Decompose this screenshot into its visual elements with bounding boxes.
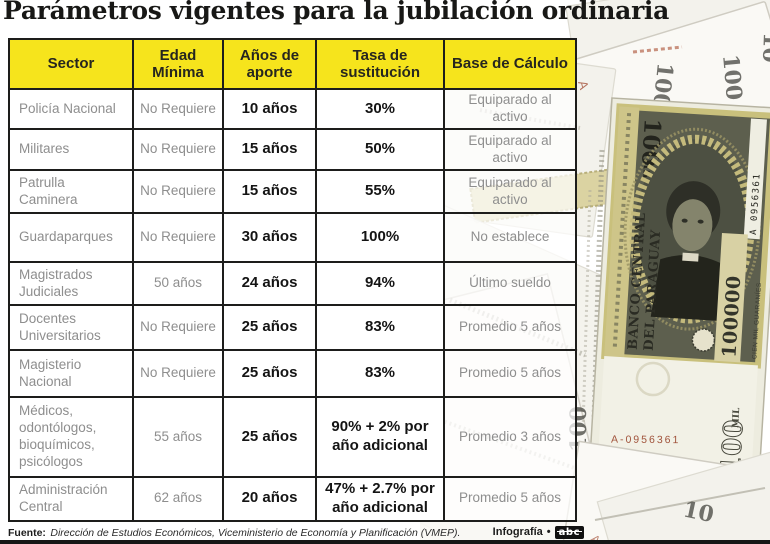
cell-tasa: 83% — [315, 349, 445, 398]
cell-sector: Administración Central — [8, 476, 134, 522]
cell-base-calculo: Promedio 5 años — [443, 304, 577, 351]
cell-anos-aporte: 20 años — [222, 476, 317, 522]
cell-edad-minima: 50 años — [132, 261, 224, 306]
cell-anos-aporte: 25 años — [222, 304, 317, 351]
cell-edad-minima: No Requiere — [132, 169, 224, 214]
bg-serial-a: A — [575, 79, 592, 92]
cell-anos-aporte: 10 años — [222, 88, 317, 130]
page-title: Parámetros vigentes para la jubilación o… — [3, 0, 670, 25]
cell-base-calculo: Promedio 3 años — [443, 396, 577, 478]
cell-sector: Guardaparques — [8, 212, 134, 263]
note-serial: A 0956361 — [749, 172, 763, 235]
table-row: Patrulla Caminera No Requiere 15 años 55… — [8, 169, 577, 214]
main-banknote: 100 MIL A 0956361 BANCO CENTRAL DEL PARA… — [588, 97, 770, 489]
cell-sector: Policía Nacional — [8, 88, 134, 130]
cell-edad-minima: No Requiere — [132, 349, 224, 398]
cell-anos-aporte: 15 años — [222, 169, 317, 214]
table-row: Magisterio Nacional No Requiere 25 años … — [8, 349, 577, 398]
cell-base-calculo: Promedio 5 años — [443, 349, 577, 398]
cell-anos-aporte: 25 años — [222, 396, 317, 478]
note-bank-name-2: DEL PARAGUAY — [642, 229, 664, 351]
cell-edad-minima: No Requiere — [132, 88, 224, 130]
bg-100-glyph: 100 — [717, 53, 747, 101]
table-row: Docentes Universitarios No Requiere 25 a… — [8, 304, 577, 351]
table-row: Administración Central 62 años 20 años 4… — [8, 476, 577, 522]
table-row: Militares No Requiere 15 años 50% Equipa… — [8, 128, 577, 171]
table-row: Médicos, odontólogos, bioquímicos, psicó… — [8, 396, 577, 478]
cell-edad-minima: No Requiere — [132, 212, 224, 263]
table-row: Policía Nacional No Requiere 10 años 30%… — [8, 88, 577, 130]
cell-edad-minima: No Requiere — [132, 304, 224, 351]
source-label: Fuente: — [8, 527, 46, 539]
cell-tasa: 94% — [315, 261, 445, 306]
cell-base-calculo: No establece — [443, 212, 577, 263]
footer: Fuente: Dirección de Estudios Económicos… — [8, 523, 584, 541]
cell-base-calculo: Equiparado al activo — [443, 128, 577, 171]
cell-anos-aporte: 24 años — [222, 261, 317, 306]
cell-sector: Docentes Universitarios — [8, 304, 134, 351]
cell-tasa: 50% — [315, 128, 445, 171]
bottom-bar — [0, 540, 770, 544]
cell-edad-minima: 62 años — [132, 476, 224, 522]
abc-logo: abc — [554, 525, 584, 539]
cell-sector: Militares — [8, 128, 134, 171]
cell-tasa: 83% — [315, 304, 445, 351]
table-row: Magistrados Judiciales 50 años 24 años 9… — [8, 261, 577, 306]
cell-sector: Magisterio Nacional — [8, 349, 134, 398]
cell-tasa: 55% — [315, 169, 445, 214]
credit-bullet: • — [546, 526, 551, 538]
source-text: Dirección de Estudios Económicos, Vicemi… — [50, 527, 461, 539]
note-denomination: 100000 — [718, 275, 745, 359]
source-line: Fuente: Dirección de Estudios Económicos… — [8, 523, 460, 541]
cell-edad-minima: No Requiere — [132, 128, 224, 171]
cell-sector: Médicos, odontólogos, bioquímicos, psicó… — [8, 396, 134, 478]
cell-base-calculo: Último sueldo — [443, 261, 577, 306]
col-header-anos-aporte: Años de aporte — [222, 38, 317, 90]
col-header-tasa-sustitucion: Tasa de sustitución — [315, 38, 445, 90]
col-header-sector: Sector — [8, 38, 134, 90]
cell-base-calculo: Equiparado al activo — [443, 169, 577, 214]
credit-label: Infografía — [492, 526, 543, 538]
cell-tasa: 100% — [315, 212, 445, 263]
bg-10-glyph: 10 — [681, 496, 716, 528]
cell-base-calculo: Equiparado al activo — [443, 88, 577, 130]
cell-base-calculo: Promedio 5 años — [443, 476, 577, 522]
note-red-serial: A-0956361 — [611, 434, 680, 447]
cell-tasa: 47% + 2.7% por año adicional — [315, 476, 445, 522]
credit-line: Infografía • abc — [492, 525, 584, 539]
cell-sector: Magistrados Judiciales — [8, 261, 134, 306]
cell-tasa: 90% + 2% por año adicional — [315, 396, 445, 478]
cell-anos-aporte: 15 años — [222, 128, 317, 171]
portrait — [650, 181, 723, 322]
cell-edad-minima: 55 años — [132, 396, 224, 478]
col-header-base-calculo: Base de Cálculo — [443, 38, 577, 90]
cell-anos-aporte: 25 años — [222, 349, 317, 398]
svg-text:MIL: MIL — [731, 407, 742, 429]
header-row: Sector Edad Mínima Años de aporte Tasa d… — [8, 38, 577, 90]
col-header-edad-minima: Edad Mínima — [132, 38, 224, 90]
table-row: Guardaparques No Requiere 30 años 100% N… — [8, 212, 577, 263]
bg-10-glyph: 10 — [757, 32, 770, 64]
pension-parameters-table: Sector Edad Mínima Años de aporte Tasa d… — [8, 38, 577, 522]
cell-tasa: 30% — [315, 88, 445, 130]
cell-sector: Patrulla Caminera — [8, 169, 134, 214]
cell-anos-aporte: 30 años — [222, 212, 317, 263]
